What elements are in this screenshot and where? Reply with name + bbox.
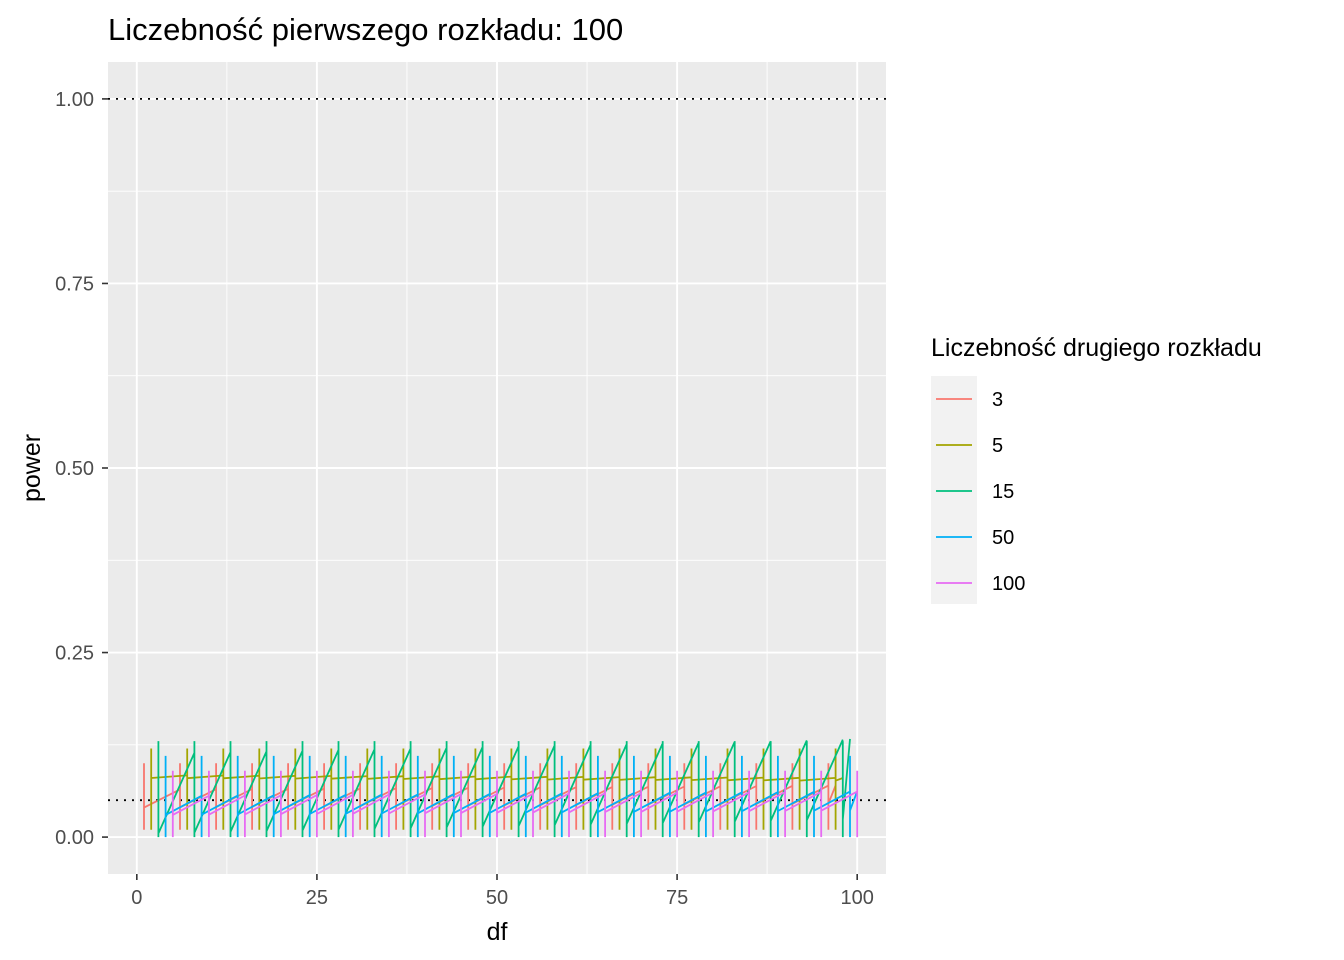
y-tick-label: 0.50	[55, 458, 94, 480]
x-tick-label: 75	[666, 887, 688, 909]
chart-title: Liczebność pierwszego rozkładu: 100	[108, 12, 623, 47]
legend-title: Liczebność drugiego rozkładu	[931, 334, 1262, 362]
x-tick-label: 25	[306, 887, 328, 909]
legend-label-3: 3	[992, 389, 1003, 411]
legend-label-100: 100	[992, 573, 1025, 595]
y-axis: 0.00 0.25 0.50 0.75 1.00	[55, 89, 108, 849]
x-tick-label: 0	[131, 887, 142, 909]
x-axis-title: df	[487, 918, 508, 946]
y-tick-label: 0.25	[55, 643, 94, 665]
legend-label-5: 5	[992, 435, 1003, 457]
series-line-5	[150, 748, 844, 830]
series-line-15	[157, 738, 851, 838]
y-tick-label: 1.00	[55, 89, 94, 111]
y-tick-label: 0.00	[55, 827, 94, 849]
series-line-100	[171, 770, 859, 838]
x-axis: 0 25 50 75 100	[131, 874, 874, 909]
legend-label-15: 15	[992, 481, 1014, 503]
x-tick-label: 100	[840, 887, 873, 909]
legend-items: 3 5 15 50 100	[936, 389, 1025, 595]
y-tick-label: 0.75	[55, 273, 94, 295]
legend-key-background	[931, 376, 977, 604]
x-tick-label: 50	[486, 887, 508, 909]
series-layer	[143, 738, 859, 838]
legend-label-50: 50	[992, 527, 1014, 549]
legend: Liczebność drugiego rozkładu 3 5 15 50 100	[931, 334, 1262, 604]
y-axis-title: power	[18, 434, 46, 502]
